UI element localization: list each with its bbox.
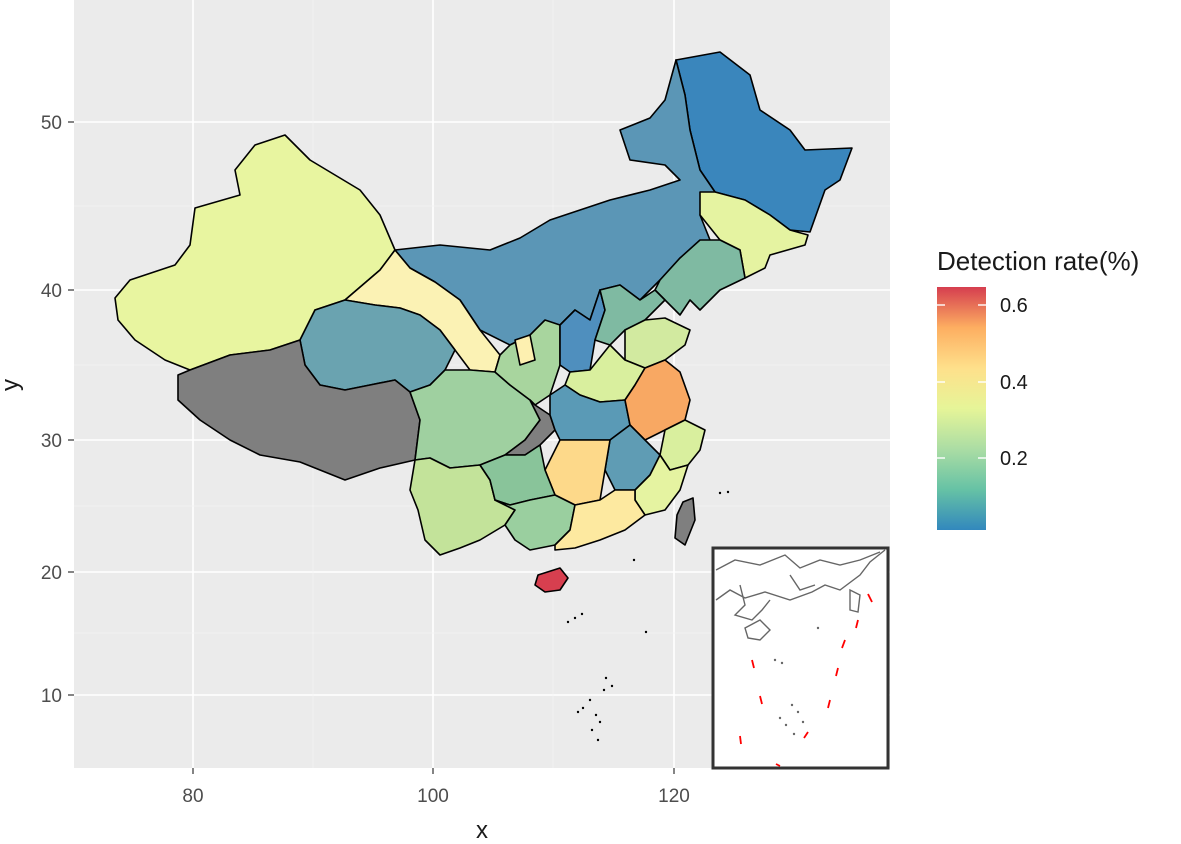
inset-islands: [773, 626, 820, 736]
province-regions: [114, 51, 853, 593]
region-xinjiang: [114, 134, 396, 371]
region-guangdong: [554, 489, 646, 551]
y-tick-label: 10: [41, 686, 62, 707]
inset-dashes: [739, 593, 873, 767]
y-axis-title: y: [0, 379, 24, 391]
legend-label: 0.2: [1000, 448, 1028, 470]
x-tick-label: 120: [658, 786, 690, 807]
y-tick-label: 40: [41, 281, 62, 302]
inset-map: [711, 546, 890, 770]
axis-ticks: [68, 121, 675, 774]
legend-colorbar: [937, 287, 986, 530]
legend-label: 0.4: [1000, 372, 1028, 394]
inset-frame: [711, 546, 890, 770]
x-tick-label: 80: [182, 786, 203, 807]
region-hainan: [534, 567, 569, 593]
legend-title: Detection rate(%): [937, 246, 1139, 276]
y-tick-label: 50: [41, 113, 62, 134]
inset-coastline: [715, 549, 886, 641]
x-tick-label: 100: [417, 786, 449, 807]
legend: Detection rate(%) 0.6 0.4 0.2: [937, 246, 1139, 530]
south-sea-islands: [566, 490, 730, 742]
x-axis-title: x: [476, 817, 488, 844]
region-gansu-notch: [514, 334, 536, 366]
y-tick-label: 20: [41, 563, 62, 584]
region-taiwan: [674, 497, 696, 546]
y-tick-label: 30: [41, 431, 62, 452]
legend-label: 0.6: [1000, 295, 1028, 317]
